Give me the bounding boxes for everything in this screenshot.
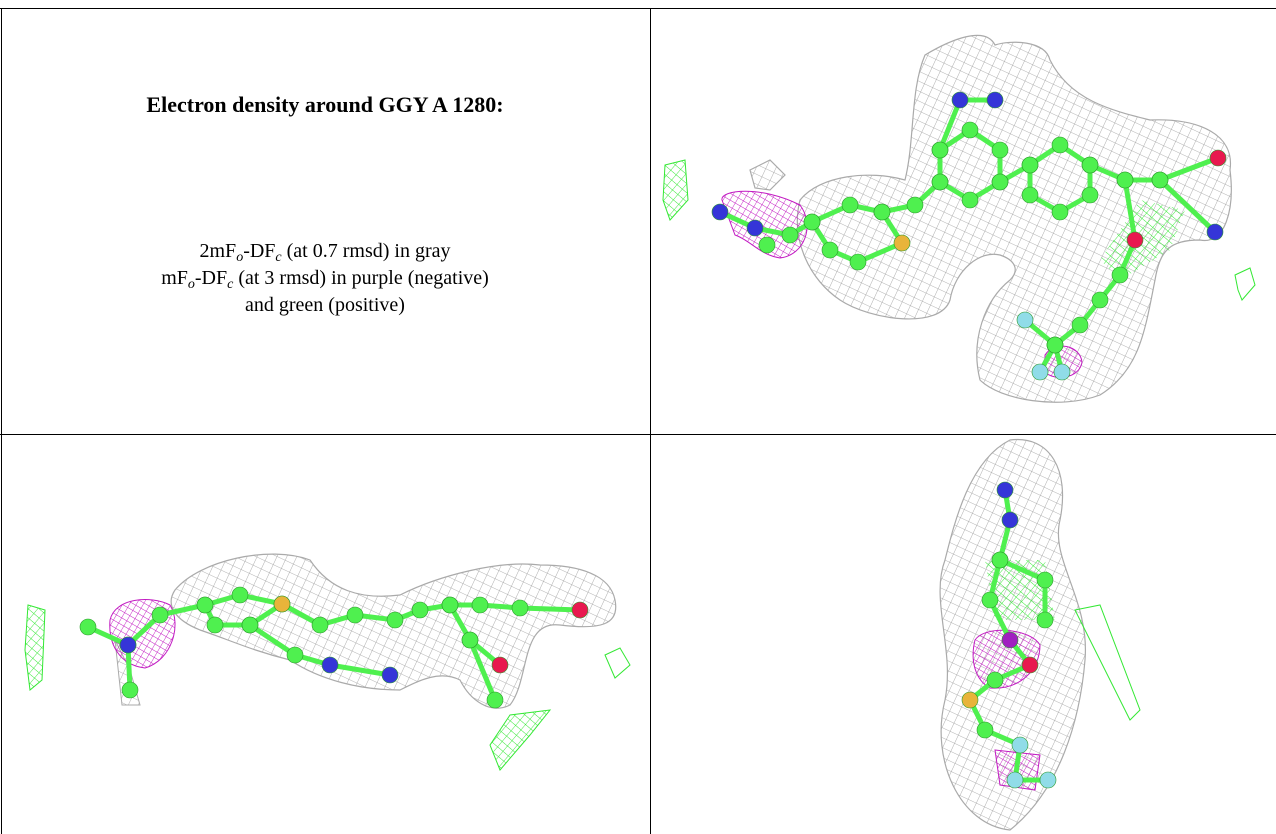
atom	[874, 204, 890, 220]
legend-line: 2mFo-DFc (at 0.7 rmsd) in gray	[1, 238, 649, 265]
atom	[232, 587, 248, 603]
text: mF	[161, 267, 188, 289]
positive-mesh	[663, 160, 688, 220]
atom	[1017, 312, 1033, 328]
positive-mesh	[1235, 268, 1255, 300]
text: -DF	[195, 267, 227, 289]
atom	[804, 214, 820, 230]
atom	[1002, 632, 1018, 648]
atom	[1037, 572, 1053, 588]
atom	[1092, 292, 1108, 308]
atom	[759, 237, 775, 253]
legend-line: and green (positive)	[1, 292, 649, 319]
atom	[747, 220, 763, 236]
positive-mesh	[605, 648, 630, 678]
atom	[1052, 204, 1068, 220]
atom	[982, 592, 998, 608]
atom	[274, 596, 290, 612]
atom	[1007, 772, 1023, 788]
atom	[987, 672, 1003, 688]
mesh-blob	[750, 160, 785, 190]
atom	[1052, 137, 1068, 153]
document: Electron density around GGY A 1280: 2mFo…	[0, 0, 1276, 834]
mesh-blob	[171, 554, 616, 708]
page: Electron density around GGY A 1280: 2mFo…	[0, 0, 1276, 834]
atom	[962, 192, 978, 208]
atom	[822, 242, 838, 258]
atom	[412, 602, 428, 618]
atom	[1040, 772, 1056, 788]
atom	[1022, 157, 1038, 173]
atom	[712, 204, 728, 220]
atom	[322, 657, 338, 673]
atom	[1112, 267, 1128, 283]
atom	[152, 607, 168, 623]
atom	[952, 92, 968, 108]
atom	[487, 692, 503, 708]
atom	[207, 617, 223, 633]
atom	[572, 602, 588, 618]
atom	[1152, 172, 1168, 188]
caption-description: 2mFo-DFc (at 0.7 rmsd) in gray mFo-DFc (…	[1, 238, 649, 319]
atom	[1032, 364, 1048, 380]
atom	[932, 174, 948, 190]
atom	[387, 612, 403, 628]
atom	[1022, 657, 1038, 673]
atom	[347, 607, 363, 623]
legend-line: mFo-DFc (at 3 rmsd) in purple (negative)	[1, 265, 649, 292]
atom	[1210, 150, 1226, 166]
atom	[287, 647, 303, 663]
atom	[987, 92, 1003, 108]
text: 2mF	[200, 240, 237, 262]
atom	[962, 122, 978, 138]
atom	[894, 235, 910, 251]
atom	[197, 597, 213, 613]
atom	[1012, 737, 1028, 753]
atom	[512, 600, 528, 616]
atom	[997, 482, 1013, 498]
text: (at 3 rmsd) in purple (negative)	[233, 267, 488, 289]
atom	[312, 617, 328, 633]
atom	[472, 597, 488, 613]
positive-mesh	[25, 605, 45, 690]
text: (at 0.7 rmsd) in gray	[282, 240, 451, 262]
atom	[1022, 187, 1038, 203]
subscript: o	[188, 277, 195, 292]
atom	[492, 657, 508, 673]
atom	[120, 637, 136, 653]
atom	[842, 197, 858, 213]
caption-cell: Electron density around GGY A 1280: 2mFo…	[1, 8, 649, 434]
atom	[1047, 337, 1063, 353]
atom	[1082, 187, 1098, 203]
atom	[992, 552, 1008, 568]
text: and green (positive)	[245, 294, 405, 316]
atom	[1082, 157, 1098, 173]
atom	[1002, 512, 1018, 528]
atom	[80, 619, 96, 635]
atom	[442, 597, 458, 613]
atom	[1037, 612, 1053, 628]
atom	[1117, 172, 1133, 188]
atom	[977, 722, 993, 738]
caption-title: Electron density around GGY A 1280:	[1, 92, 649, 118]
atom	[907, 197, 923, 213]
atom	[1127, 232, 1143, 248]
atom	[962, 692, 978, 708]
atom	[782, 227, 798, 243]
atom	[382, 667, 398, 683]
atom	[932, 142, 948, 158]
atom	[992, 174, 1008, 190]
atom	[850, 254, 866, 270]
atom	[1054, 364, 1070, 380]
atom	[462, 632, 478, 648]
atom	[1072, 317, 1088, 333]
atom	[992, 142, 1008, 158]
atom	[242, 617, 258, 633]
text: -DF	[243, 240, 275, 262]
atom	[1207, 224, 1223, 240]
atom	[122, 682, 138, 698]
positive-mesh	[490, 710, 550, 770]
